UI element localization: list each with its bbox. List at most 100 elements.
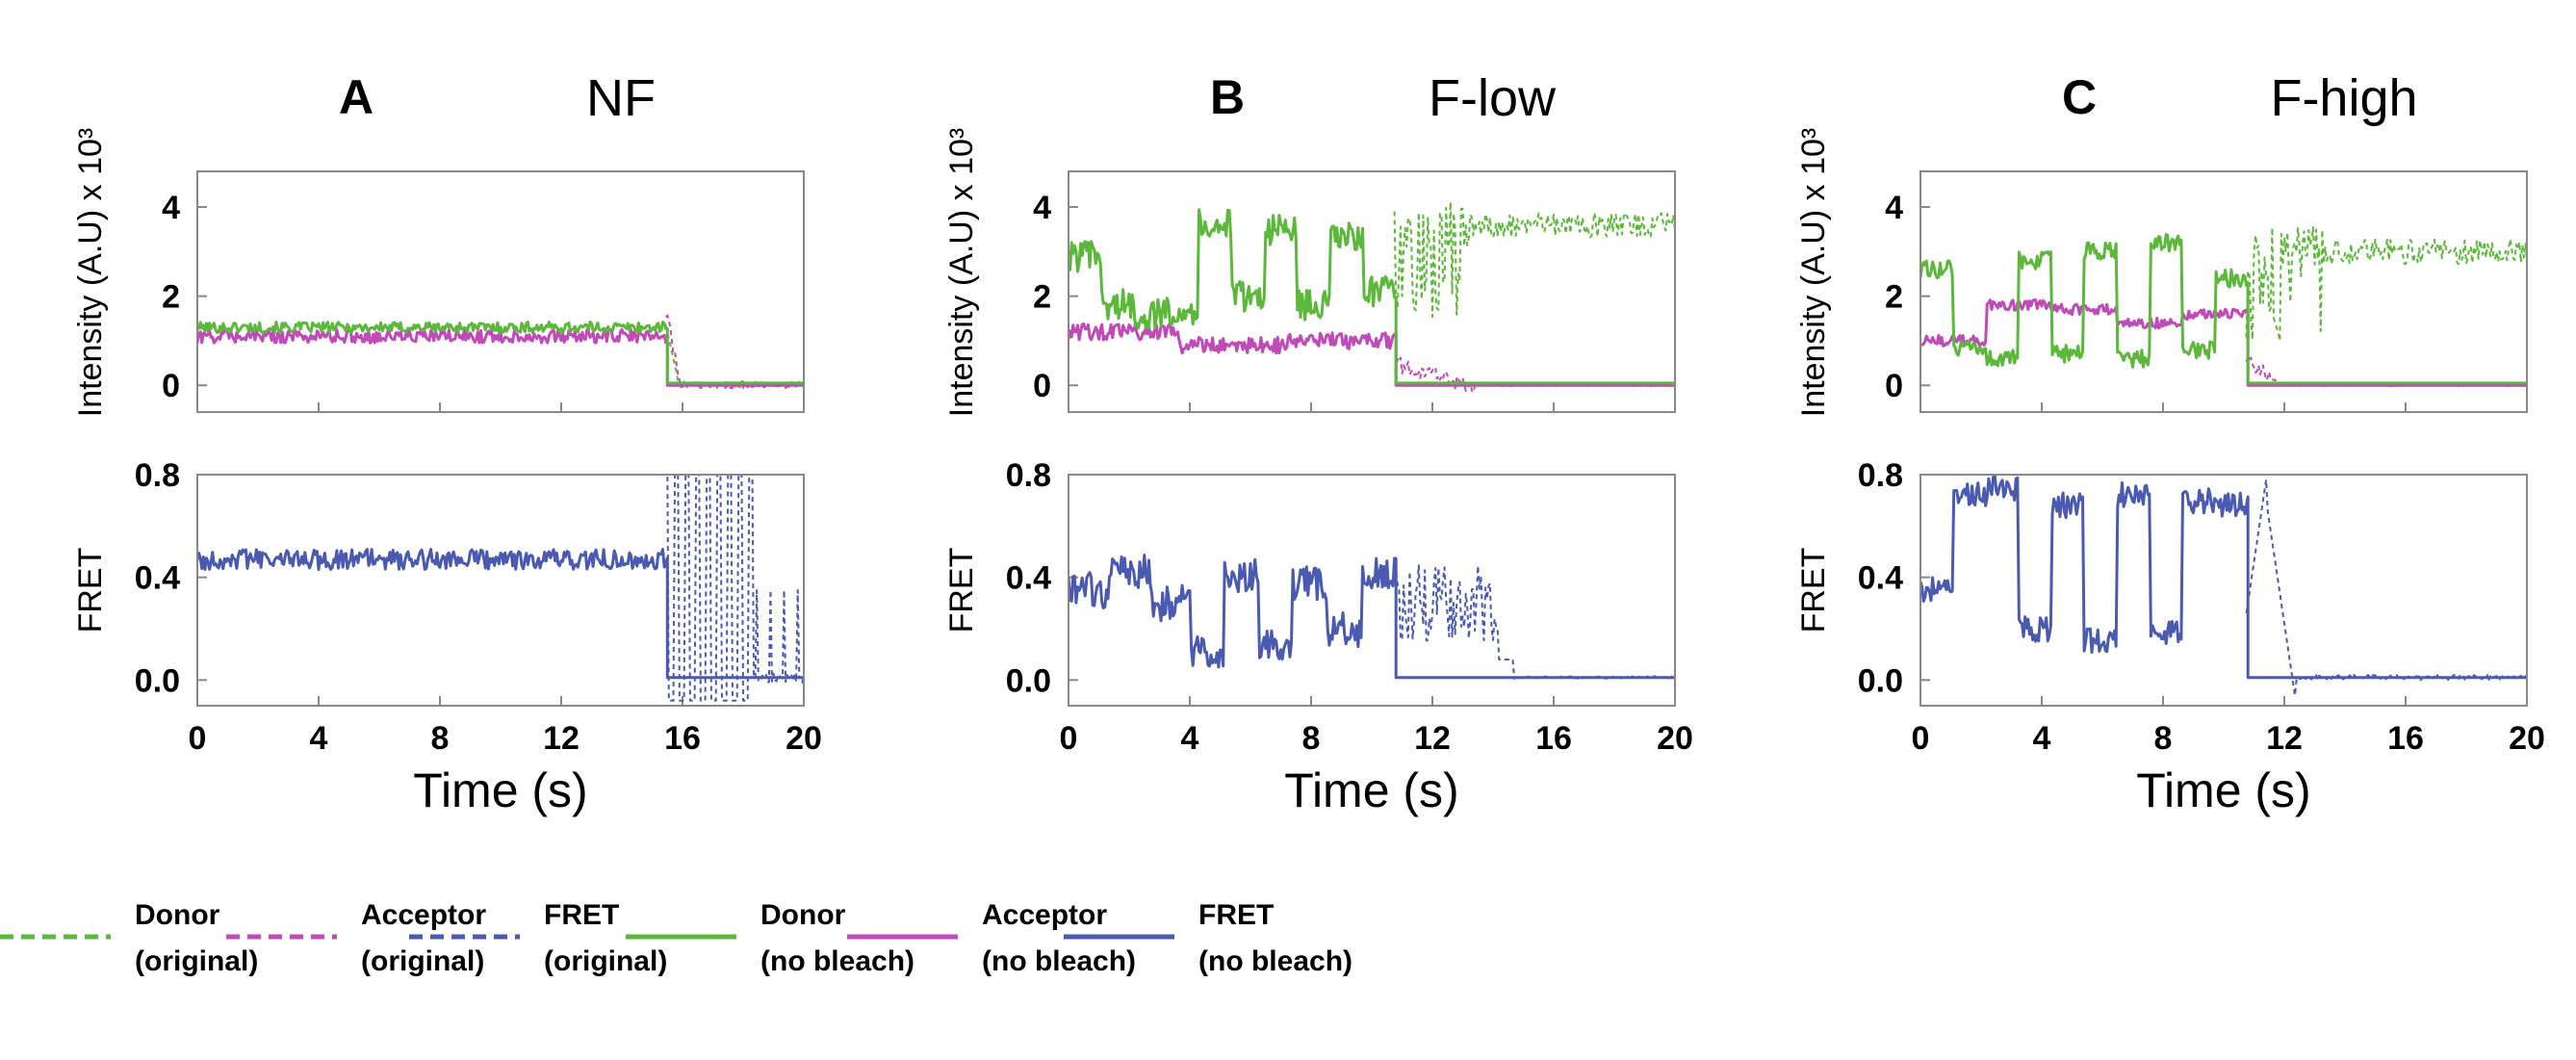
fret-plot-frame: [196, 474, 805, 707]
fret-tick-label: 0.0: [1006, 662, 1051, 699]
legend-sublabel: (no bleach): [982, 945, 1136, 977]
donor-original-trace: [2245, 226, 2527, 342]
fret-nobleach-trace: [1920, 475, 2527, 680]
x-axis-label: Time (s): [2136, 763, 2310, 817]
acceptor-nobleach-trace: [197, 327, 804, 387]
fret-plot-frame: [1919, 474, 2528, 707]
x-tick-label: 20: [2509, 720, 2545, 757]
legend-label: FRET: [1198, 899, 1274, 931]
x-tick-label: 4: [1181, 720, 1199, 757]
fret-traces: [1069, 554, 1675, 680]
intensity-tick-label: 0: [1033, 368, 1051, 404]
fret-axis-label: FRET: [1795, 548, 1832, 633]
donor-original-trace: [664, 324, 804, 389]
legend-label: FRET: [544, 899, 619, 931]
x-tick-label: 4: [310, 720, 328, 757]
intensity-tick-label: 0: [162, 368, 180, 404]
fret-original-trace: [1393, 564, 1675, 680]
legend-sublabel: (original): [135, 945, 258, 977]
panel-letter: B: [1210, 70, 1245, 124]
fret-axis-label: FRET: [72, 548, 109, 633]
x-tick-label: 8: [2154, 720, 2173, 757]
donor-nobleach-trace: [1069, 208, 1675, 385]
panel-title: F-high: [2270, 69, 2417, 127]
x-tick-label: 12: [1414, 720, 1451, 757]
panel-letter: C: [2062, 70, 2097, 124]
x-tick-label: 20: [786, 720, 822, 757]
acceptor-nobleach-trace: [1920, 298, 2527, 387]
intensity-tick-label: 2: [1885, 279, 1903, 316]
fret-plot-frame: [1068, 474, 1676, 707]
fret-tick-label: 0.8: [135, 457, 180, 494]
legend-label: Acceptor: [361, 899, 486, 931]
fret-tick-label: 0.8: [1006, 457, 1051, 494]
panel-title: NF: [586, 69, 656, 127]
legend-item-acceptor-original: Acceptor (original): [226, 899, 486, 977]
x-tick-label: 12: [543, 720, 580, 757]
fret-tick-label: 0.0: [135, 662, 180, 699]
acceptor-nobleach-trace: [1069, 322, 1675, 387]
x-tick-label: 12: [2266, 720, 2303, 757]
intensity-axis-label: Intensity (A.U) x 10³: [943, 128, 980, 417]
intensity-tick-label: 4: [1885, 190, 1903, 226]
donor-original-trace: [1393, 201, 1675, 319]
legend-label: Donor: [135, 899, 220, 931]
x-axis-label: Time (s): [1284, 763, 1458, 817]
intensity-tick-label: 4: [1033, 190, 1051, 226]
intensity-tick-label: 2: [1033, 279, 1051, 316]
fret-nobleach-trace: [197, 548, 804, 680]
panel-letter: A: [339, 70, 374, 124]
legend-item-fret-nobleach: FRET (no bleach): [1064, 899, 1352, 977]
legend-item-donor-original: Donor (original): [0, 899, 258, 977]
x-tick-label: 16: [2387, 720, 2424, 757]
x-tick-label: 20: [1657, 720, 1693, 757]
intensity-traces: [1069, 201, 1675, 394]
panel-title: F-low: [1429, 69, 1557, 127]
intensity-axis-label: Intensity (A.U) x 10³: [72, 128, 109, 417]
donor-nobleach-trace: [1920, 233, 2527, 385]
legend: Donor (original) Acceptor (original) FRET (or…: [0, 899, 1352, 977]
x-tick-label: 0: [1060, 720, 1078, 757]
legend-label: Donor: [760, 899, 846, 931]
legend-sublabel: (no bleach): [1198, 945, 1352, 977]
fret-tick-label: 0.4: [135, 560, 180, 597]
legend-sublabel: (no bleach): [760, 945, 914, 977]
fret-nobleach-trace: [1069, 554, 1675, 680]
x-tick-label: 16: [1535, 720, 1572, 757]
fret-traces: [197, 475, 804, 702]
intensity-tick-label: 2: [162, 279, 180, 316]
fret-tick-label: 0.4: [1858, 560, 1903, 597]
x-tick-label: 16: [664, 720, 701, 757]
x-tick-label: 0: [1912, 720, 1930, 757]
legend-sublabel: (original): [361, 945, 484, 977]
fret-original-trace: [666, 475, 804, 702]
legend-item-fret-original: FRET (original): [409, 899, 667, 977]
x-axis-label: Time (s): [413, 763, 587, 817]
fret-tick-label: 0.4: [1006, 560, 1051, 597]
intensity-axis-label: Intensity (A.U) x 10³: [1795, 128, 1832, 417]
fret-original-trace: [2245, 478, 2527, 697]
legend-label: Acceptor: [982, 899, 1107, 931]
x-tick-label: 0: [189, 720, 207, 757]
acceptor-original-trace: [1393, 356, 1675, 394]
acceptor-original-trace: [664, 314, 804, 390]
intensity-tick-label: 0: [1885, 368, 1903, 404]
intensity-plot-frame: [196, 170, 805, 413]
fret-axis-label: FRET: [943, 548, 980, 633]
intensity-traces: [1920, 226, 2527, 388]
legend-item-acceptor-nobleach: Acceptor (no bleach): [847, 899, 1136, 977]
donor-nobleach-trace: [197, 321, 804, 385]
x-tick-label: 8: [431, 720, 450, 757]
intensity-traces: [197, 314, 804, 390]
x-tick-label: 8: [1302, 720, 1321, 757]
legend-sublabel: (original): [544, 945, 667, 977]
acceptor-original-trace: [2245, 354, 2527, 388]
intensity-tick-label: 4: [162, 190, 180, 226]
x-tick-label: 4: [2033, 720, 2051, 757]
fret-traces: [1920, 475, 2527, 697]
intensity-plot-frame: [1919, 170, 2528, 413]
